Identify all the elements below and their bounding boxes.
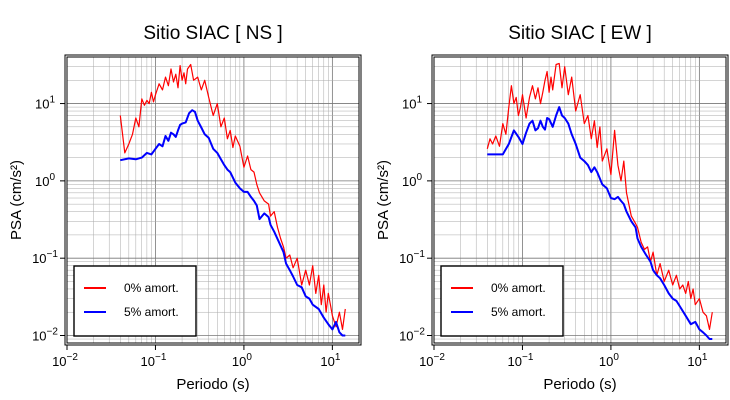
y-tick-label: 101 [402, 95, 422, 112]
x-tick-label: 100 [232, 352, 252, 369]
x-tick-label: 10−2 [52, 352, 78, 369]
y-axis-label: PSA (cm/s²) [375, 160, 392, 240]
y-tick-exponent: 1 [49, 95, 55, 106]
y-tick-exponent: 1 [416, 95, 422, 106]
series-line-blue [487, 106, 713, 340]
legend-label: 5% amort. [491, 305, 546, 319]
y-tick-label: 100 [402, 172, 422, 189]
plot-frame-outer [431, 54, 729, 346]
legend-label: 0% amort. [124, 281, 179, 295]
legend-label: 0% amort. [491, 281, 546, 295]
y-tick-label: 10−2 [32, 327, 58, 344]
y-tick-exponent: −2 [47, 327, 59, 338]
x-tick-exponent: −1 [155, 352, 167, 363]
x-tick-exponent: −2 [67, 352, 79, 363]
x-tick-label: 101 [687, 352, 707, 369]
y-axis-label: PSA (cm/s²) [8, 160, 25, 240]
x-axis-label: Periodo (s) [176, 376, 249, 393]
x-tick-exponent: 1 [335, 352, 341, 363]
y-tick-label: 101 [35, 95, 55, 112]
y-tick-label: 10−1 [399, 249, 425, 266]
x-tick-exponent: 0 [246, 352, 252, 363]
series-line-red [486, 62, 713, 330]
x-tick-exponent: −1 [522, 352, 534, 363]
x-tick-label: 101 [320, 352, 340, 369]
x-tick-exponent: 1 [702, 352, 708, 363]
x-tick-label: 10−2 [419, 352, 445, 369]
chart-title: Sitio SIAC [ NS ] [143, 23, 282, 44]
series-line-red [119, 63, 346, 330]
legend: 0% amort. 5% amort. [440, 265, 564, 337]
x-tick-exponent: −2 [434, 352, 446, 363]
series-line-blue [120, 109, 346, 337]
plot-frame-outer [64, 54, 362, 346]
y-tick-label: 10−2 [399, 327, 425, 344]
x-tick-label: 10−1 [508, 352, 534, 369]
legend-box [73, 265, 197, 337]
x-tick-label: 10−1 [141, 352, 167, 369]
plot-frame [66, 56, 360, 344]
y-tick-exponent: 0 [416, 172, 422, 183]
x-tick-label: 100 [599, 352, 619, 369]
legend-box [440, 265, 564, 337]
y-tick-label: 10−1 [32, 249, 58, 266]
y-tick-exponent: −1 [47, 249, 59, 260]
legend: 0% amort. 5% amort. [73, 265, 197, 337]
y-tick-exponent: 0 [49, 172, 55, 183]
y-tick-exponent: −2 [414, 327, 426, 338]
chart-title: Sitio SIAC [ EW ] [508, 23, 652, 44]
x-tick-exponent: 0 [613, 352, 619, 363]
y-tick-exponent: −1 [414, 249, 426, 260]
legend-label: 5% amort. [124, 305, 179, 319]
plot-frame [433, 56, 727, 344]
y-tick-label: 100 [35, 172, 55, 189]
x-axis-label: Periodo (s) [543, 376, 616, 393]
